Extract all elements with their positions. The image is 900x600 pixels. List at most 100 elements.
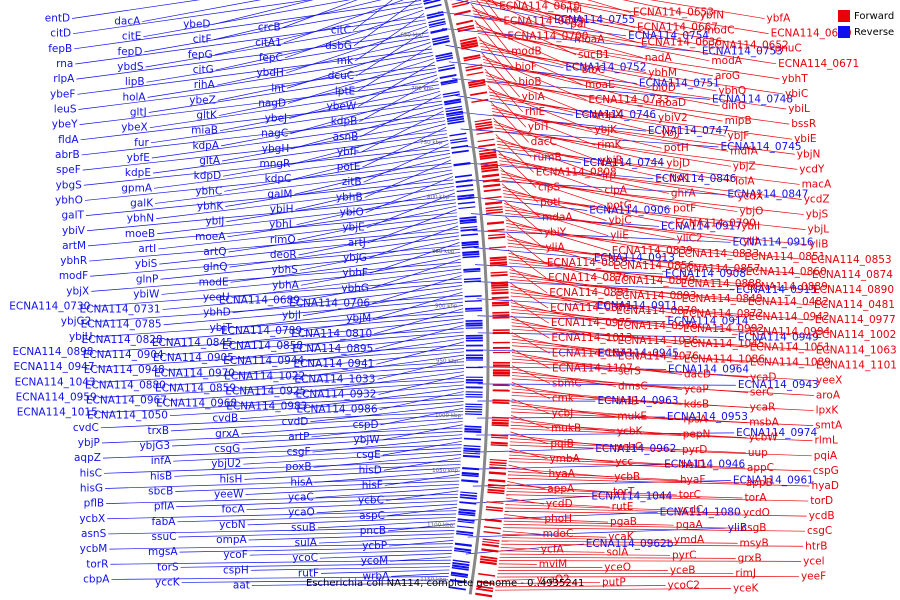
forward-gene-label: yliB [809,239,828,251]
reverse-gene-label: yeeW [214,489,244,501]
genome-backbone-arc [443,0,490,595]
reverse-feature [446,113,464,118]
reverse-gene-label: ybhR [60,255,87,267]
forward-label-connectors [470,0,815,591]
reverse-feature [465,359,483,361]
forward-gene-label: rumB [533,151,561,163]
forward-gene-label: ycaD [750,371,777,383]
reverse-gene-label-connector [308,371,464,392]
reverse-gene-label: glnP [136,273,159,285]
forward-gene-label: uup [748,447,768,459]
forward-gene-label-connector [511,312,814,336]
forward-gene-label-connector [499,556,736,559]
reverse-feature [455,179,473,184]
reverse-gene-label: ybeW [327,100,357,112]
reverse-gene-label-right-connector [477,349,596,354]
forward-gene-label-connector [508,461,811,472]
reverse-feature [461,474,479,478]
reverse-gene-label: hisB [150,470,172,482]
reverse-gene-label: citA1 [255,37,282,49]
forward-gene-label: nei [566,4,582,16]
reverse-gene-label: ybiV [62,225,86,237]
forward-gene-label-connector [506,491,743,499]
forward-feature [466,71,484,76]
forward-gene-label: msyB [740,537,769,549]
reverse-feature [462,467,480,471]
forward-feature [482,173,500,178]
reverse-gene-label: ybdH [256,67,283,79]
forward-gene-label-connector [477,32,780,80]
forward-gene-label: ECNA114_1089 [750,356,831,368]
forward-gene-label-connector [511,332,550,354]
reverse-feature [465,307,483,310]
reverse-gene-label-right: ECNA114_0963 [597,395,678,407]
reverse-gene-label-right: ECNA114_0751 [639,77,720,89]
reverse-feature [465,337,483,340]
reverse-gene-label: ECNA114_0880 [85,379,166,391]
forward-gene-label: msbA [749,417,779,429]
reverse-gene-label: hisC [80,467,102,479]
forward-gene-label: ybjZ [733,160,756,172]
forward-gene-label: ycdY [799,163,825,175]
reverse-gene-label: ybjU [69,331,92,343]
reverse-gene-label-right: ECNA114_0949 [738,332,819,344]
legend-item-reverse: Reverse [838,24,898,40]
forward-feature [492,371,510,375]
reverse-gene-label: ECNA114_0895 [292,343,373,355]
forward-gene-label-connector [511,348,551,369]
forward-gene-label: ECNA114_0855 [547,257,628,269]
reverse-gene-label: hisF [362,479,383,491]
forward-feature [489,258,507,262]
reverse-gene-label-connector [284,9,424,59]
forward-gene-label-connector [510,415,550,430]
forward-gene-label: ECNA114_0851 [744,251,825,263]
forward-gene-label-connector [483,62,720,107]
forward-feature [480,161,498,165]
forward-gene-label: ECNA114_1073 [552,347,633,359]
forward-gene-label-connector [511,328,814,351]
reverse-gene-label: ycbP [362,540,387,552]
reverse-gene-label-right: ECNA114_0745 [721,141,802,153]
reverse-gene-label: artP [288,431,309,443]
reverse-gene-label-connector [244,467,461,480]
forward-gene-label-connector [501,537,672,541]
reverse-gene-label-connector [388,523,456,532]
forward-feature [490,263,508,267]
reverse-gene-label: ybjG3 [139,440,170,452]
forward-gene-label-connector [482,58,654,104]
reverse-gene-label: ECNA114_0967 [86,395,167,407]
reverse-gene-label-connector [80,97,442,141]
forward-feature [490,444,508,447]
forward-gene-label: ybhQ [718,85,746,97]
forward-gene-label: ECNA114_0833 [678,248,759,260]
reverse-gene-label-connector [365,176,454,213]
forward-gene-label-connector [501,176,738,212]
forward-feature [491,281,509,285]
reverse-gene-label-connector [76,32,429,80]
forward-gene-label-connector [479,42,650,89]
forward-gene-label: ycdB [809,510,835,522]
forward-feature [485,206,503,210]
reverse-gene-label-connector [361,110,444,153]
forward-feature [492,346,510,349]
reverse-gene-label-right-connector [470,213,660,227]
forward-gene-label-connector [511,361,815,381]
forward-gene-label-connector [510,438,681,451]
forward-gene-label-connector [494,124,665,164]
reverse-gene-label-connector [302,288,463,316]
reverse-gene-label-connector [241,417,463,435]
reverse-gene-label: ECNA114_0898 [12,346,93,358]
forward-feature [489,466,507,470]
forward-feature [468,81,486,87]
reverse-gene-label-connector [108,526,455,535]
reverse-gene-label: nagD [258,97,286,109]
reverse-gene-label-connector [179,546,453,553]
reverse-gene-label: citG [193,64,214,76]
forward-gene-label: torC [679,489,701,501]
forward-gene-label: clpA [604,184,627,196]
reverse-feature [465,403,483,406]
forward-gene-label: ybjK [594,124,618,136]
forward-gene-label-connector [508,464,547,475]
reverse-gene-label-connector [176,497,458,508]
reverse-gene-label-connector [159,232,459,265]
